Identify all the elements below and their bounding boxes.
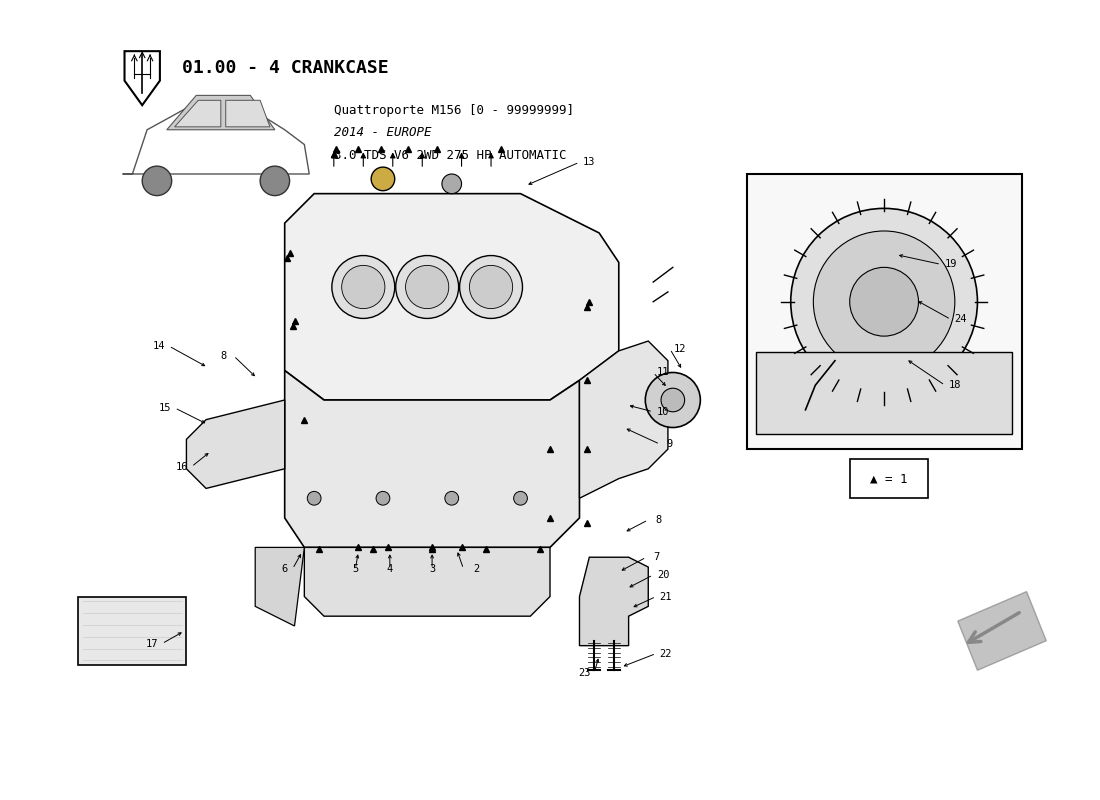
Polygon shape [285, 370, 580, 547]
Text: 13: 13 [583, 158, 595, 167]
Circle shape [646, 373, 701, 427]
Text: 17: 17 [146, 638, 158, 649]
FancyBboxPatch shape [78, 597, 186, 666]
Circle shape [514, 491, 527, 505]
Polygon shape [255, 547, 305, 626]
Text: 24: 24 [955, 314, 967, 325]
Circle shape [849, 267, 918, 336]
Text: Quattroporte M156 [0 - 99999999]: Quattroporte M156 [0 - 99999999] [333, 104, 574, 117]
Circle shape [444, 491, 459, 505]
Text: 15: 15 [158, 403, 172, 413]
Text: 19: 19 [945, 259, 957, 270]
Circle shape [307, 491, 321, 505]
Circle shape [470, 266, 513, 309]
Text: 01.00 - 4 CRANKCASE: 01.00 - 4 CRANKCASE [182, 59, 388, 77]
Text: 9: 9 [667, 439, 673, 450]
Text: 22: 22 [660, 649, 672, 658]
Circle shape [442, 174, 462, 194]
Circle shape [332, 255, 395, 318]
Text: 4: 4 [387, 564, 393, 574]
Circle shape [376, 491, 389, 505]
Text: 8: 8 [221, 350, 227, 361]
Text: 11: 11 [657, 367, 669, 378]
Circle shape [371, 167, 395, 190]
Circle shape [260, 166, 289, 196]
Text: 14: 14 [153, 341, 165, 351]
Circle shape [142, 166, 172, 196]
Text: 16: 16 [175, 462, 188, 472]
Polygon shape [124, 51, 160, 106]
Circle shape [813, 231, 955, 373]
Polygon shape [958, 592, 1046, 670]
Circle shape [406, 266, 449, 309]
Polygon shape [186, 400, 285, 489]
Text: 20: 20 [657, 570, 669, 580]
Text: 6: 6 [282, 564, 288, 574]
Circle shape [791, 208, 978, 395]
FancyBboxPatch shape [747, 174, 1022, 449]
Text: 2: 2 [473, 564, 480, 574]
Bar [757, 352, 1012, 434]
Polygon shape [580, 341, 668, 498]
Text: 21: 21 [660, 591, 672, 602]
Circle shape [342, 266, 385, 309]
Text: ▲ = 1: ▲ = 1 [870, 472, 907, 485]
Polygon shape [285, 194, 619, 400]
Polygon shape [175, 100, 221, 127]
Circle shape [396, 255, 459, 318]
Text: 2014 - EUROPE: 2014 - EUROPE [333, 126, 431, 139]
Text: 18: 18 [948, 380, 961, 390]
Polygon shape [167, 95, 275, 130]
Text: 10: 10 [657, 406, 669, 417]
Text: 3: 3 [429, 564, 436, 574]
Text: 3.0 TDS V6 2WD 275 HP AUTOMATIC: 3.0 TDS V6 2WD 275 HP AUTOMATIC [333, 149, 566, 162]
Text: 23: 23 [579, 668, 591, 678]
FancyBboxPatch shape [849, 459, 928, 498]
Text: 5: 5 [352, 564, 359, 574]
Circle shape [460, 255, 522, 318]
Text: 12: 12 [673, 344, 686, 354]
Text: 7: 7 [653, 552, 659, 562]
Polygon shape [305, 547, 550, 616]
Polygon shape [226, 100, 270, 127]
Text: 8: 8 [654, 515, 661, 525]
Polygon shape [580, 558, 648, 646]
Circle shape [661, 388, 684, 412]
